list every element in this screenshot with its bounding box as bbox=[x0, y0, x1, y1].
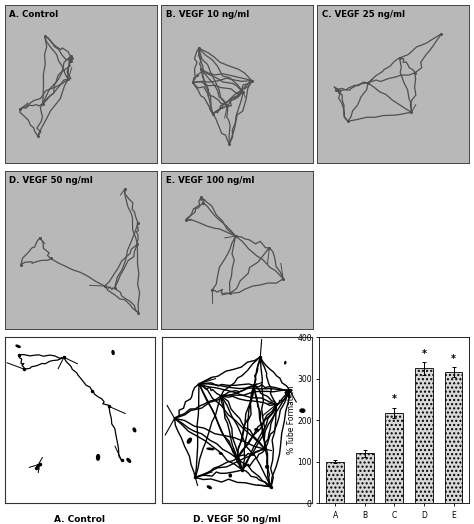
Ellipse shape bbox=[112, 351, 114, 354]
Text: A. Control: A. Control bbox=[54, 515, 105, 523]
Ellipse shape bbox=[255, 429, 258, 431]
Ellipse shape bbox=[266, 465, 268, 468]
Ellipse shape bbox=[229, 474, 231, 477]
Text: *: * bbox=[451, 354, 456, 364]
Text: D. VEGF 50 ng/ml: D. VEGF 50 ng/ml bbox=[9, 176, 93, 185]
Text: D. VEGF 50 ng/ml: D. VEGF 50 ng/ml bbox=[193, 515, 281, 523]
Bar bbox=[415, 368, 433, 503]
Bar bbox=[356, 453, 374, 503]
Ellipse shape bbox=[187, 438, 191, 443]
Ellipse shape bbox=[285, 362, 286, 364]
Text: *: * bbox=[392, 395, 397, 405]
Ellipse shape bbox=[127, 458, 130, 462]
Ellipse shape bbox=[133, 428, 136, 432]
Ellipse shape bbox=[286, 391, 290, 398]
Text: *: * bbox=[421, 349, 427, 359]
Ellipse shape bbox=[97, 455, 100, 460]
Ellipse shape bbox=[300, 409, 305, 412]
Bar bbox=[326, 462, 344, 503]
Ellipse shape bbox=[208, 486, 211, 488]
Text: B. VEGF 10 ng/ml: B. VEGF 10 ng/ml bbox=[165, 10, 249, 19]
Text: C. VEGF 25 ng/ml: C. VEGF 25 ng/ml bbox=[322, 10, 405, 19]
Ellipse shape bbox=[16, 345, 20, 347]
Ellipse shape bbox=[219, 453, 222, 454]
Text: E. VEGF 100 ng/ml: E. VEGF 100 ng/ml bbox=[165, 176, 254, 185]
Y-axis label: % Tube Formation: % Tube Formation bbox=[287, 386, 296, 454]
Text: A. Control: A. Control bbox=[9, 10, 58, 19]
Ellipse shape bbox=[207, 448, 214, 450]
Bar bbox=[385, 413, 403, 503]
Bar bbox=[445, 373, 463, 503]
